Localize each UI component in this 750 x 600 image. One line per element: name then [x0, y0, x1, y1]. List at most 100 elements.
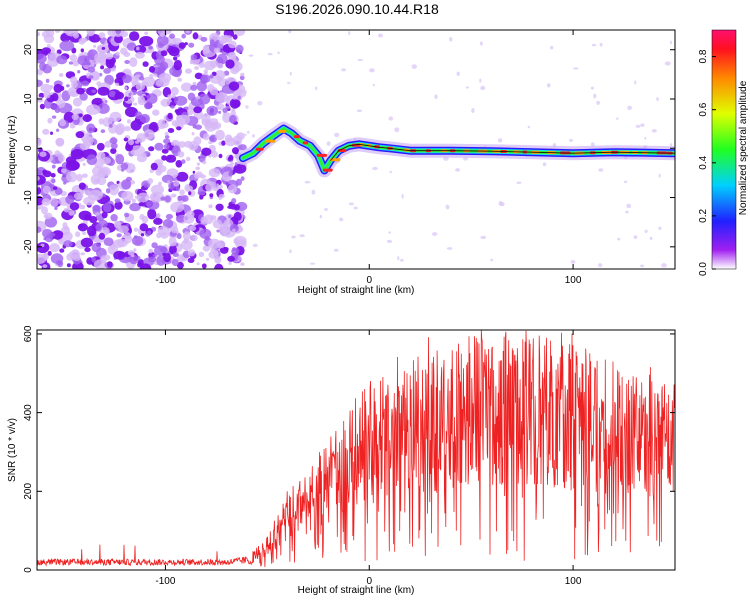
- noise-blob: [105, 52, 114, 60]
- signal-center-line: [330, 143, 675, 161]
- noise-speckle: [339, 217, 344, 222]
- noise-blob: [137, 98, 147, 106]
- noise-speckle: [516, 181, 522, 184]
- noise-blob: [200, 216, 208, 225]
- noise-speckle: [590, 142, 595, 147]
- noise-blob: [233, 204, 240, 211]
- noise-blob: [181, 159, 186, 164]
- noise-blob: [41, 30, 50, 38]
- noise-speckle: [596, 100, 600, 105]
- noise-speckle: [334, 132, 340, 138]
- y-tick-label: 600: [23, 325, 34, 342]
- noise-speckle: [527, 125, 531, 129]
- x-tick-label: -100: [155, 275, 175, 286]
- noise-blob: [113, 220, 122, 229]
- noise-blob: [69, 76, 78, 84]
- noise-blob: [68, 61, 74, 65]
- noise-blob: [140, 233, 145, 237]
- noise-blob: [84, 214, 92, 221]
- noise-blob: [100, 65, 105, 70]
- noise-blob: [176, 114, 191, 126]
- noise-blob: [179, 189, 185, 196]
- noise-blob: [120, 162, 129, 170]
- noise-blob: [52, 186, 58, 190]
- noise-blob: [154, 142, 164, 151]
- colorbar-tick-label: 0.0: [698, 262, 709, 276]
- noise-blob: [40, 243, 45, 247]
- noise-speckle: [471, 108, 475, 113]
- noise-blob: [42, 169, 48, 175]
- noise-blob: [128, 92, 132, 96]
- noise-blob: [114, 91, 125, 100]
- noise-blob: [148, 45, 154, 50]
- noise-blob: [54, 187, 63, 195]
- noise-blob: [176, 126, 182, 131]
- noise-blob: [68, 250, 81, 259]
- noise-blob: [209, 87, 219, 96]
- noise-blob: [240, 176, 245, 181]
- noise-speckle: [664, 61, 671, 66]
- noise-blob: [39, 151, 47, 157]
- noise-blob: [58, 73, 64, 77]
- noise-blob: [69, 89, 78, 97]
- colorbar-gradient: [711, 29, 737, 270]
- noise-blob: [51, 115, 57, 119]
- noise-blob: [240, 262, 245, 266]
- noise-blob: [77, 70, 81, 74]
- noise-blob: [175, 214, 186, 223]
- noise-blob: [124, 212, 130, 218]
- noise-blob: [37, 138, 42, 145]
- noise-blob: [211, 150, 218, 158]
- noise-blob: [37, 53, 47, 64]
- noise-blob: [130, 145, 146, 157]
- noise-blob: [188, 42, 195, 48]
- noise-blob: [148, 146, 155, 152]
- noise-blob: [124, 126, 131, 132]
- noise-blob: [173, 37, 182, 45]
- noise-blob: [153, 217, 163, 225]
- noise-blob: [234, 162, 238, 166]
- noise-blob: [115, 30, 121, 35]
- noise-blob: [128, 139, 135, 146]
- noise-speckle: [315, 86, 318, 91]
- noise-blob: [164, 131, 169, 137]
- noise-blob: [141, 215, 149, 224]
- noise-blob: [204, 72, 208, 75]
- noise-blob: [43, 90, 51, 99]
- noise-blob: [135, 82, 146, 91]
- noise-blob: [91, 256, 96, 263]
- noise-blob: [142, 61, 149, 67]
- noise-blob: [233, 235, 247, 246]
- noise-speckle: [455, 168, 461, 172]
- noise-blob: [171, 258, 179, 267]
- noise-blob: [44, 235, 54, 243]
- noise-blob: [129, 254, 139, 265]
- noise-speckle: [445, 204, 450, 210]
- noise-blob: [75, 131, 85, 139]
- noise-blob: [41, 206, 48, 215]
- noise-blob: [228, 81, 240, 91]
- noise-blob: [195, 171, 203, 178]
- noise-speckle: [289, 71, 292, 76]
- noise-speckle: [644, 229, 648, 233]
- noise-speckle: [640, 264, 645, 268]
- noise-blob: [37, 253, 47, 264]
- noise-blob: [231, 99, 241, 108]
- noise-speckle: [377, 33, 383, 38]
- noise-blob: [162, 252, 167, 256]
- noise-speckle: [356, 109, 362, 113]
- noise-blob: [93, 44, 97, 48]
- noise-speckle: [311, 189, 316, 195]
- noise-speckle: [634, 80, 637, 85]
- noise-blob: [225, 105, 231, 110]
- noise-blob: [73, 32, 79, 39]
- noise-blob: [138, 202, 145, 207]
- noise-blob: [37, 96, 44, 103]
- noise-blob: [224, 134, 233, 143]
- noise-blob: [68, 210, 75, 216]
- noise-blob: [107, 30, 118, 37]
- noise-blob: [73, 192, 84, 200]
- noise-speckle: [389, 170, 392, 174]
- noise-blob: [101, 211, 108, 219]
- noise-blob: [118, 225, 129, 234]
